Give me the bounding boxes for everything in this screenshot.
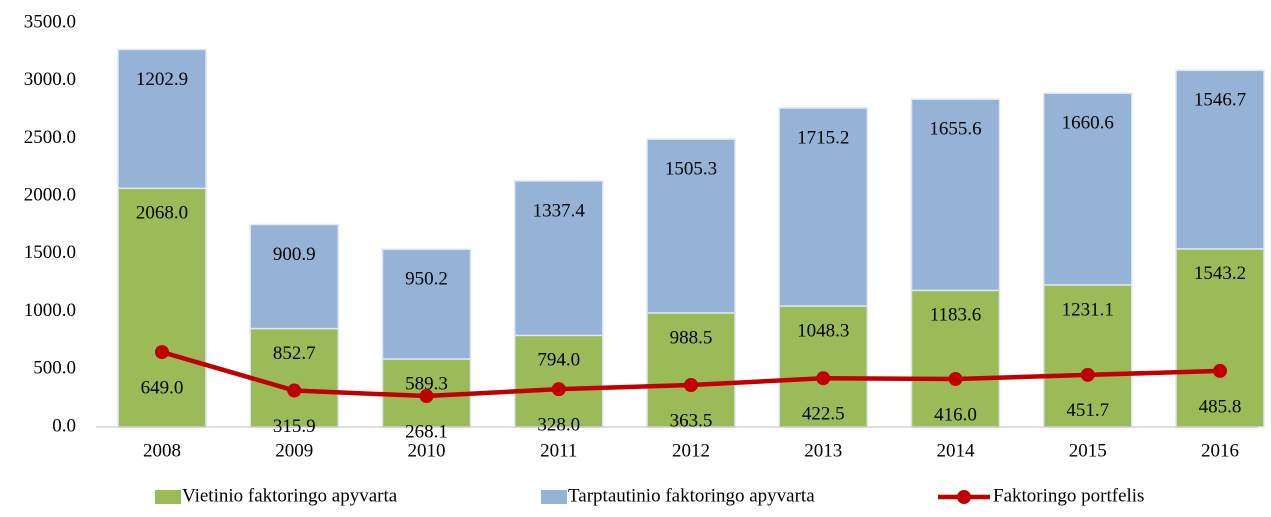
x-tick-label: 2009 — [275, 440, 313, 461]
y-tick-label: 3000.0 — [24, 69, 76, 90]
data-label: 422.5 — [802, 404, 845, 425]
y-tick-label: 2500.0 — [24, 127, 76, 148]
data-label: 451.7 — [1066, 400, 1109, 421]
x-tick-label: 2010 — [408, 440, 446, 461]
line-marker — [684, 378, 698, 393]
bar-segment — [646, 138, 736, 314]
y-tick-label: 2000.0 — [24, 185, 76, 206]
bar-segment — [117, 187, 207, 428]
y-tick-label: 3500.0 — [24, 11, 76, 32]
data-label: 485.8 — [1199, 396, 1242, 417]
data-label: 852.7 — [273, 343, 316, 364]
data-label: 1183.6 — [930, 305, 982, 326]
bar-segment — [778, 107, 868, 307]
x-tick-label: 2012 — [672, 440, 710, 461]
bar-segment — [514, 334, 604, 428]
legend-swatch — [541, 490, 567, 504]
line-marker — [419, 389, 434, 404]
x-tick-label: 2016 — [1201, 440, 1239, 461]
line-marker — [551, 382, 566, 397]
line-marker — [816, 371, 831, 386]
data-label: 363.5 — [670, 410, 713, 431]
data-label: 1660.6 — [1062, 113, 1114, 134]
data-label: 950.2 — [405, 269, 448, 290]
x-tick-label: 2011 — [540, 440, 577, 461]
bar-segment — [778, 305, 868, 428]
data-label: 589.3 — [405, 373, 448, 394]
line-marker — [155, 345, 169, 360]
data-label: 988.5 — [670, 327, 713, 348]
data-label: 1546.7 — [1194, 90, 1246, 111]
x-tick-label: 2015 — [1069, 440, 1107, 461]
y-tick-label: 1000.0 — [24, 300, 76, 321]
x-tick-label: 2008 — [143, 440, 181, 461]
data-label: 1715.2 — [797, 127, 849, 148]
legend-label: Tarptautinio faktoringo apyvarta — [568, 485, 815, 506]
data-label: 900.9 — [273, 244, 316, 265]
y-tick-label: 500.0 — [33, 358, 76, 379]
line-marker — [1080, 367, 1095, 382]
data-label: 1231.1 — [1062, 299, 1114, 320]
bar-segment — [1043, 284, 1133, 428]
data-label: 1202.9 — [136, 69, 188, 90]
bar-segment — [117, 48, 207, 190]
line-marker — [1213, 363, 1227, 378]
data-label: 1655.6 — [929, 119, 981, 140]
bar-segment — [1043, 92, 1133, 286]
bar-segment — [381, 248, 472, 360]
y-tick-label: 0.0 — [52, 415, 76, 436]
x-tick-label: 2014 — [937, 440, 976, 461]
data-label: 1543.2 — [1194, 263, 1246, 284]
line-marker — [948, 371, 963, 386]
data-label: 649.0 — [141, 377, 184, 398]
data-label: 268.1 — [405, 421, 448, 442]
data-label: 416.0 — [934, 404, 977, 425]
legend-marker — [957, 490, 971, 504]
bar-segment — [1175, 69, 1265, 250]
bar-segment — [910, 98, 1001, 292]
legend-label: Faktoringo portfelis — [993, 485, 1144, 506]
bar-segment — [249, 223, 339, 330]
bar-segment — [1175, 248, 1265, 428]
data-label: 1337.4 — [533, 200, 586, 221]
data-label: 2068.0 — [136, 203, 188, 224]
data-label: 1505.3 — [665, 159, 717, 180]
bar-segment — [910, 289, 1001, 428]
data-label: 1048.3 — [797, 320, 849, 341]
y-tick-label: 1500.0 — [24, 242, 76, 263]
data-label: 794.0 — [537, 350, 580, 371]
legend-label: Vietinio faktoringo apyvarta — [182, 485, 398, 506]
legend-swatch — [155, 490, 181, 504]
line-marker — [287, 383, 302, 398]
x-tick-label: 2013 — [804, 440, 842, 461]
data-label: 328.0 — [537, 414, 580, 435]
data-label: 315.9 — [273, 416, 316, 437]
bar-segment — [249, 327, 339, 428]
bar-segment — [514, 180, 604, 337]
